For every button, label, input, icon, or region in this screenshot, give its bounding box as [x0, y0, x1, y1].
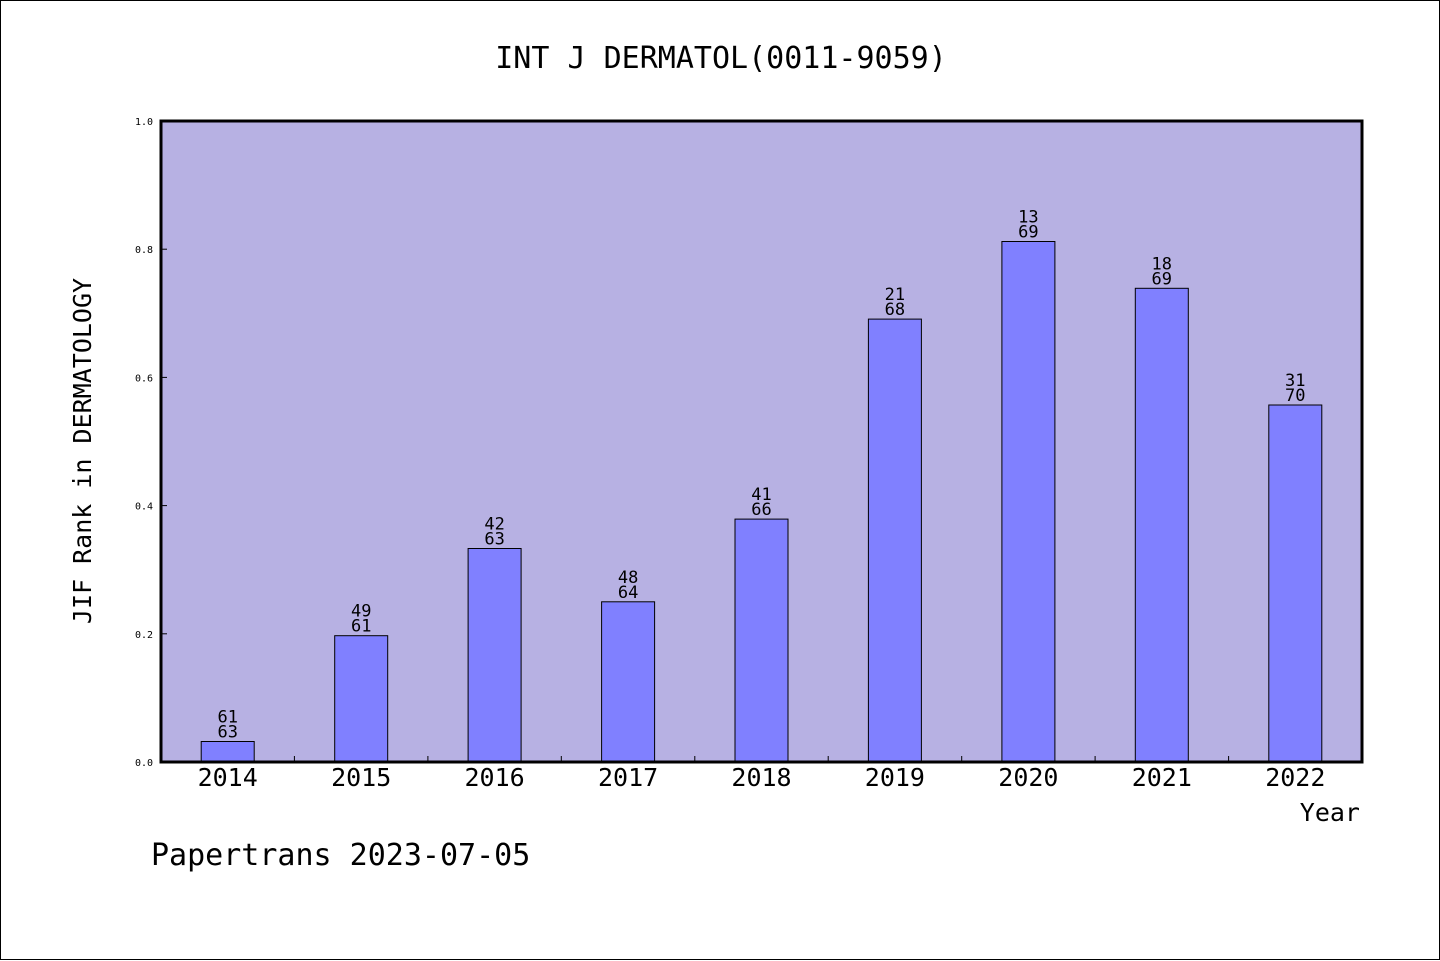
bar-2016 — [467, 548, 522, 763]
bar-rank-label: 31 — [1285, 371, 1305, 391]
bar-total-label: 69 — [1018, 223, 1038, 243]
bar-2020 — [1001, 241, 1056, 763]
bar-2014 — [200, 741, 255, 763]
bar-total-label: 63 — [217, 723, 237, 743]
bar-2015 — [334, 635, 389, 763]
bar-total-label: 68 — [885, 300, 905, 320]
bar-2018 — [734, 518, 789, 763]
x-tick-label: 2017 — [598, 763, 658, 792]
x-tick-label: 2019 — [865, 763, 925, 792]
x-tick-label: 2015 — [331, 763, 391, 792]
bar-rank-label: 49 — [351, 602, 371, 622]
bar-rank-label: 48 — [618, 568, 638, 588]
x-tick-label: 2018 — [731, 763, 791, 792]
bar-2021 — [1134, 287, 1189, 763]
x-tick-label: 2021 — [1132, 763, 1192, 792]
bar-rank-label: 18 — [1152, 254, 1172, 274]
y-tick-label: 0.2 — [135, 630, 153, 641]
y-tick-label: 0.8 — [135, 245, 153, 256]
x-tick-label: 2014 — [198, 763, 258, 792]
plot-border — [159, 119, 1364, 764]
x-tick-label: 2022 — [1265, 763, 1325, 792]
y-tick-label: 1.0 — [135, 117, 153, 128]
bar-2019 — [867, 318, 922, 763]
bar-total-label: 70 — [1285, 386, 1305, 406]
bar-total-label: 69 — [1152, 269, 1172, 289]
bar-rank-label: 61 — [217, 708, 237, 728]
bar-total-label: 61 — [351, 617, 371, 637]
bar-rank-label: 13 — [1018, 208, 1038, 228]
watermark-text: Papertrans 2023-07-05 — [151, 838, 530, 873]
bar-total-label: 66 — [751, 500, 771, 520]
y-tick-label: 0.4 — [135, 502, 153, 513]
bar-total-label: 64 — [618, 583, 638, 603]
chart-title: INT J DERMATOL(0011-9059) — [495, 41, 947, 76]
x-tick-label: 2016 — [464, 763, 524, 792]
bar-rank-label: 42 — [484, 515, 504, 535]
y-axis-title: JIF Rank in DERMATOLOGY — [68, 278, 97, 624]
y-tick-label: 0.0 — [135, 758, 153, 769]
bars — [200, 241, 1323, 763]
bar-2022 — [1268, 404, 1323, 763]
bar-rank-label: 21 — [885, 285, 905, 305]
bar-total-label: 63 — [484, 530, 504, 550]
bar-rank-label: 41 — [751, 485, 771, 505]
bar-2017 — [601, 601, 656, 763]
x-axis: 2014 2015 2016 2017 2018 2019 2020 2021 2022 — [198, 756, 1325, 792]
x-axis-title: Year — [1300, 798, 1360, 827]
y-tick-label: 0.6 — [135, 373, 153, 384]
x-tick-label: 2020 — [998, 763, 1058, 792]
